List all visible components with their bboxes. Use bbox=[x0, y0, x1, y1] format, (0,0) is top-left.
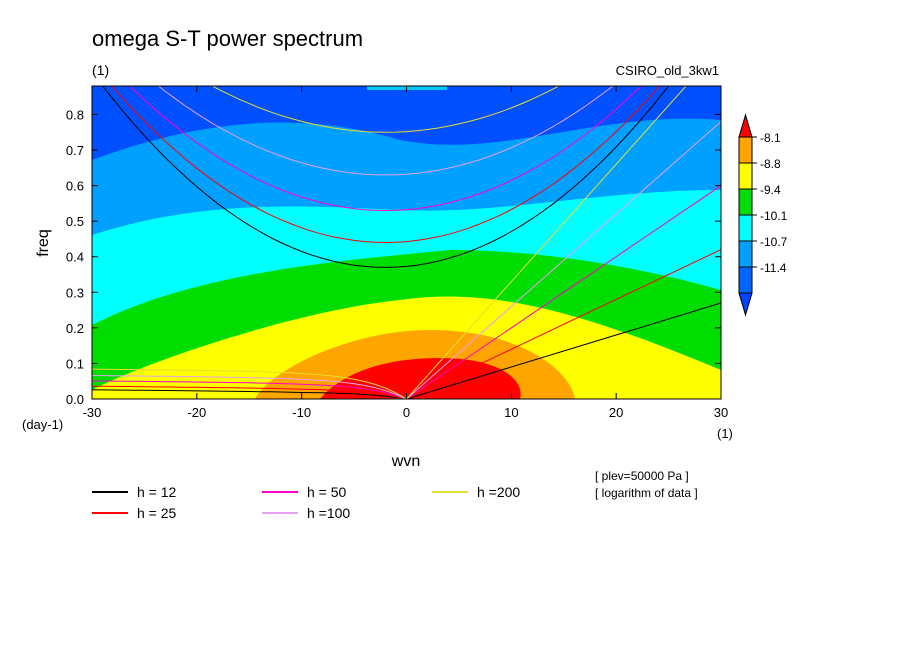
dispersion-curve-upper bbox=[110, 86, 661, 244]
dispersion-curve-lower bbox=[92, 385, 407, 399]
x-tick-label: -30 bbox=[83, 405, 102, 420]
dispersion-curve-upper bbox=[129, 86, 642, 212]
dispersion-line bbox=[406, 302, 721, 399]
y-tick-label: 0.5 bbox=[66, 214, 84, 229]
colorbar-label: -10.7 bbox=[760, 235, 788, 249]
y-axis: 0.0 0.1 0.2 0.3 0.4 0.5 0.6 0.7 0.8 bbox=[66, 107, 721, 407]
annotation-plev: [ plev=50000 Pa ] bbox=[595, 469, 689, 483]
colorbar-bottom-arrow bbox=[738, 292, 753, 317]
dispersion-curve-lower bbox=[92, 380, 407, 399]
y-tick-label: 0.8 bbox=[66, 107, 84, 122]
chart-subtitle-right: CSIRO_old_3kw1 bbox=[616, 63, 719, 78]
dispersion-curve-upper bbox=[157, 86, 614, 176]
annotation-logarithm: [ logarithm of data ] bbox=[595, 486, 698, 500]
y-tick-label: 0.7 bbox=[66, 143, 84, 158]
colorbar-label: -11.4 bbox=[760, 261, 787, 275]
y-tick-label: 0.6 bbox=[66, 179, 84, 194]
colorbar-segment bbox=[738, 214, 753, 242]
x-tick-label: 30 bbox=[714, 405, 728, 420]
chart-title: omega S-T power spectrum bbox=[92, 26, 363, 51]
y-tick-label: 0.1 bbox=[66, 356, 84, 371]
colorbar-label: -9.4 bbox=[760, 183, 781, 197]
colorbar-segment bbox=[738, 162, 753, 190]
chart-subtitle-left: (1) bbox=[92, 62, 109, 78]
y-tick-label: 0.3 bbox=[66, 285, 84, 300]
dispersion-curve-upper bbox=[101, 86, 670, 268]
dispersion-curve-lower bbox=[92, 375, 407, 399]
y-tick-label: 0.2 bbox=[66, 321, 84, 336]
colorbar-segment bbox=[738, 240, 753, 268]
colorbar-segment bbox=[738, 136, 753, 164]
heatmap-bands bbox=[92, 86, 721, 399]
x-tick-label: 10 bbox=[504, 405, 518, 420]
colorbar-top-arrow bbox=[738, 113, 753, 138]
dispersion-curve-lower bbox=[92, 368, 407, 399]
x-tick-label: -20 bbox=[187, 405, 206, 420]
x-tick-label: 0 bbox=[403, 405, 410, 420]
y-axis-label: freq bbox=[35, 229, 52, 257]
legend-label: h = 50 bbox=[307, 484, 347, 500]
x-unit-label: (1) bbox=[717, 426, 733, 441]
dispersion-line bbox=[406, 249, 721, 399]
colorbar-label: -8.1 bbox=[760, 131, 781, 145]
x-axis: -30 -20 -10 0 10 20 30 bbox=[83, 86, 728, 420]
y-unit-label: (day-1) bbox=[22, 417, 63, 432]
colorbar-label: -10.1 bbox=[760, 209, 788, 223]
legend-label: h =100 bbox=[307, 505, 350, 521]
colorbar-label: -8.8 bbox=[760, 157, 781, 171]
dispersion-line bbox=[406, 121, 721, 399]
y-tick-label: 0.0 bbox=[66, 392, 84, 407]
dispersion-line bbox=[406, 185, 721, 399]
dispersion-curve-upper bbox=[211, 86, 560, 133]
colorbar-segment bbox=[738, 266, 753, 294]
dispersion-curve-lower bbox=[92, 389, 407, 399]
legend: h = 12 h = 25 h = 50 h =100 h =200 bbox=[92, 484, 520, 521]
y-tick-label: 0.4 bbox=[66, 250, 84, 265]
legend-label: h =200 bbox=[477, 484, 520, 500]
colorbar-segment bbox=[738, 188, 753, 216]
colorbar: -8.1 -8.8 -9.4 -10.1 -10.7 -11.4 bbox=[738, 113, 788, 317]
x-tick-label: -10 bbox=[292, 405, 311, 420]
legend-label: h = 12 bbox=[137, 484, 177, 500]
x-axis-label: wvn bbox=[391, 453, 420, 470]
legend-label: h = 25 bbox=[137, 505, 177, 521]
x-tick-label: 20 bbox=[609, 405, 623, 420]
dispersion-line bbox=[406, 86, 687, 399]
